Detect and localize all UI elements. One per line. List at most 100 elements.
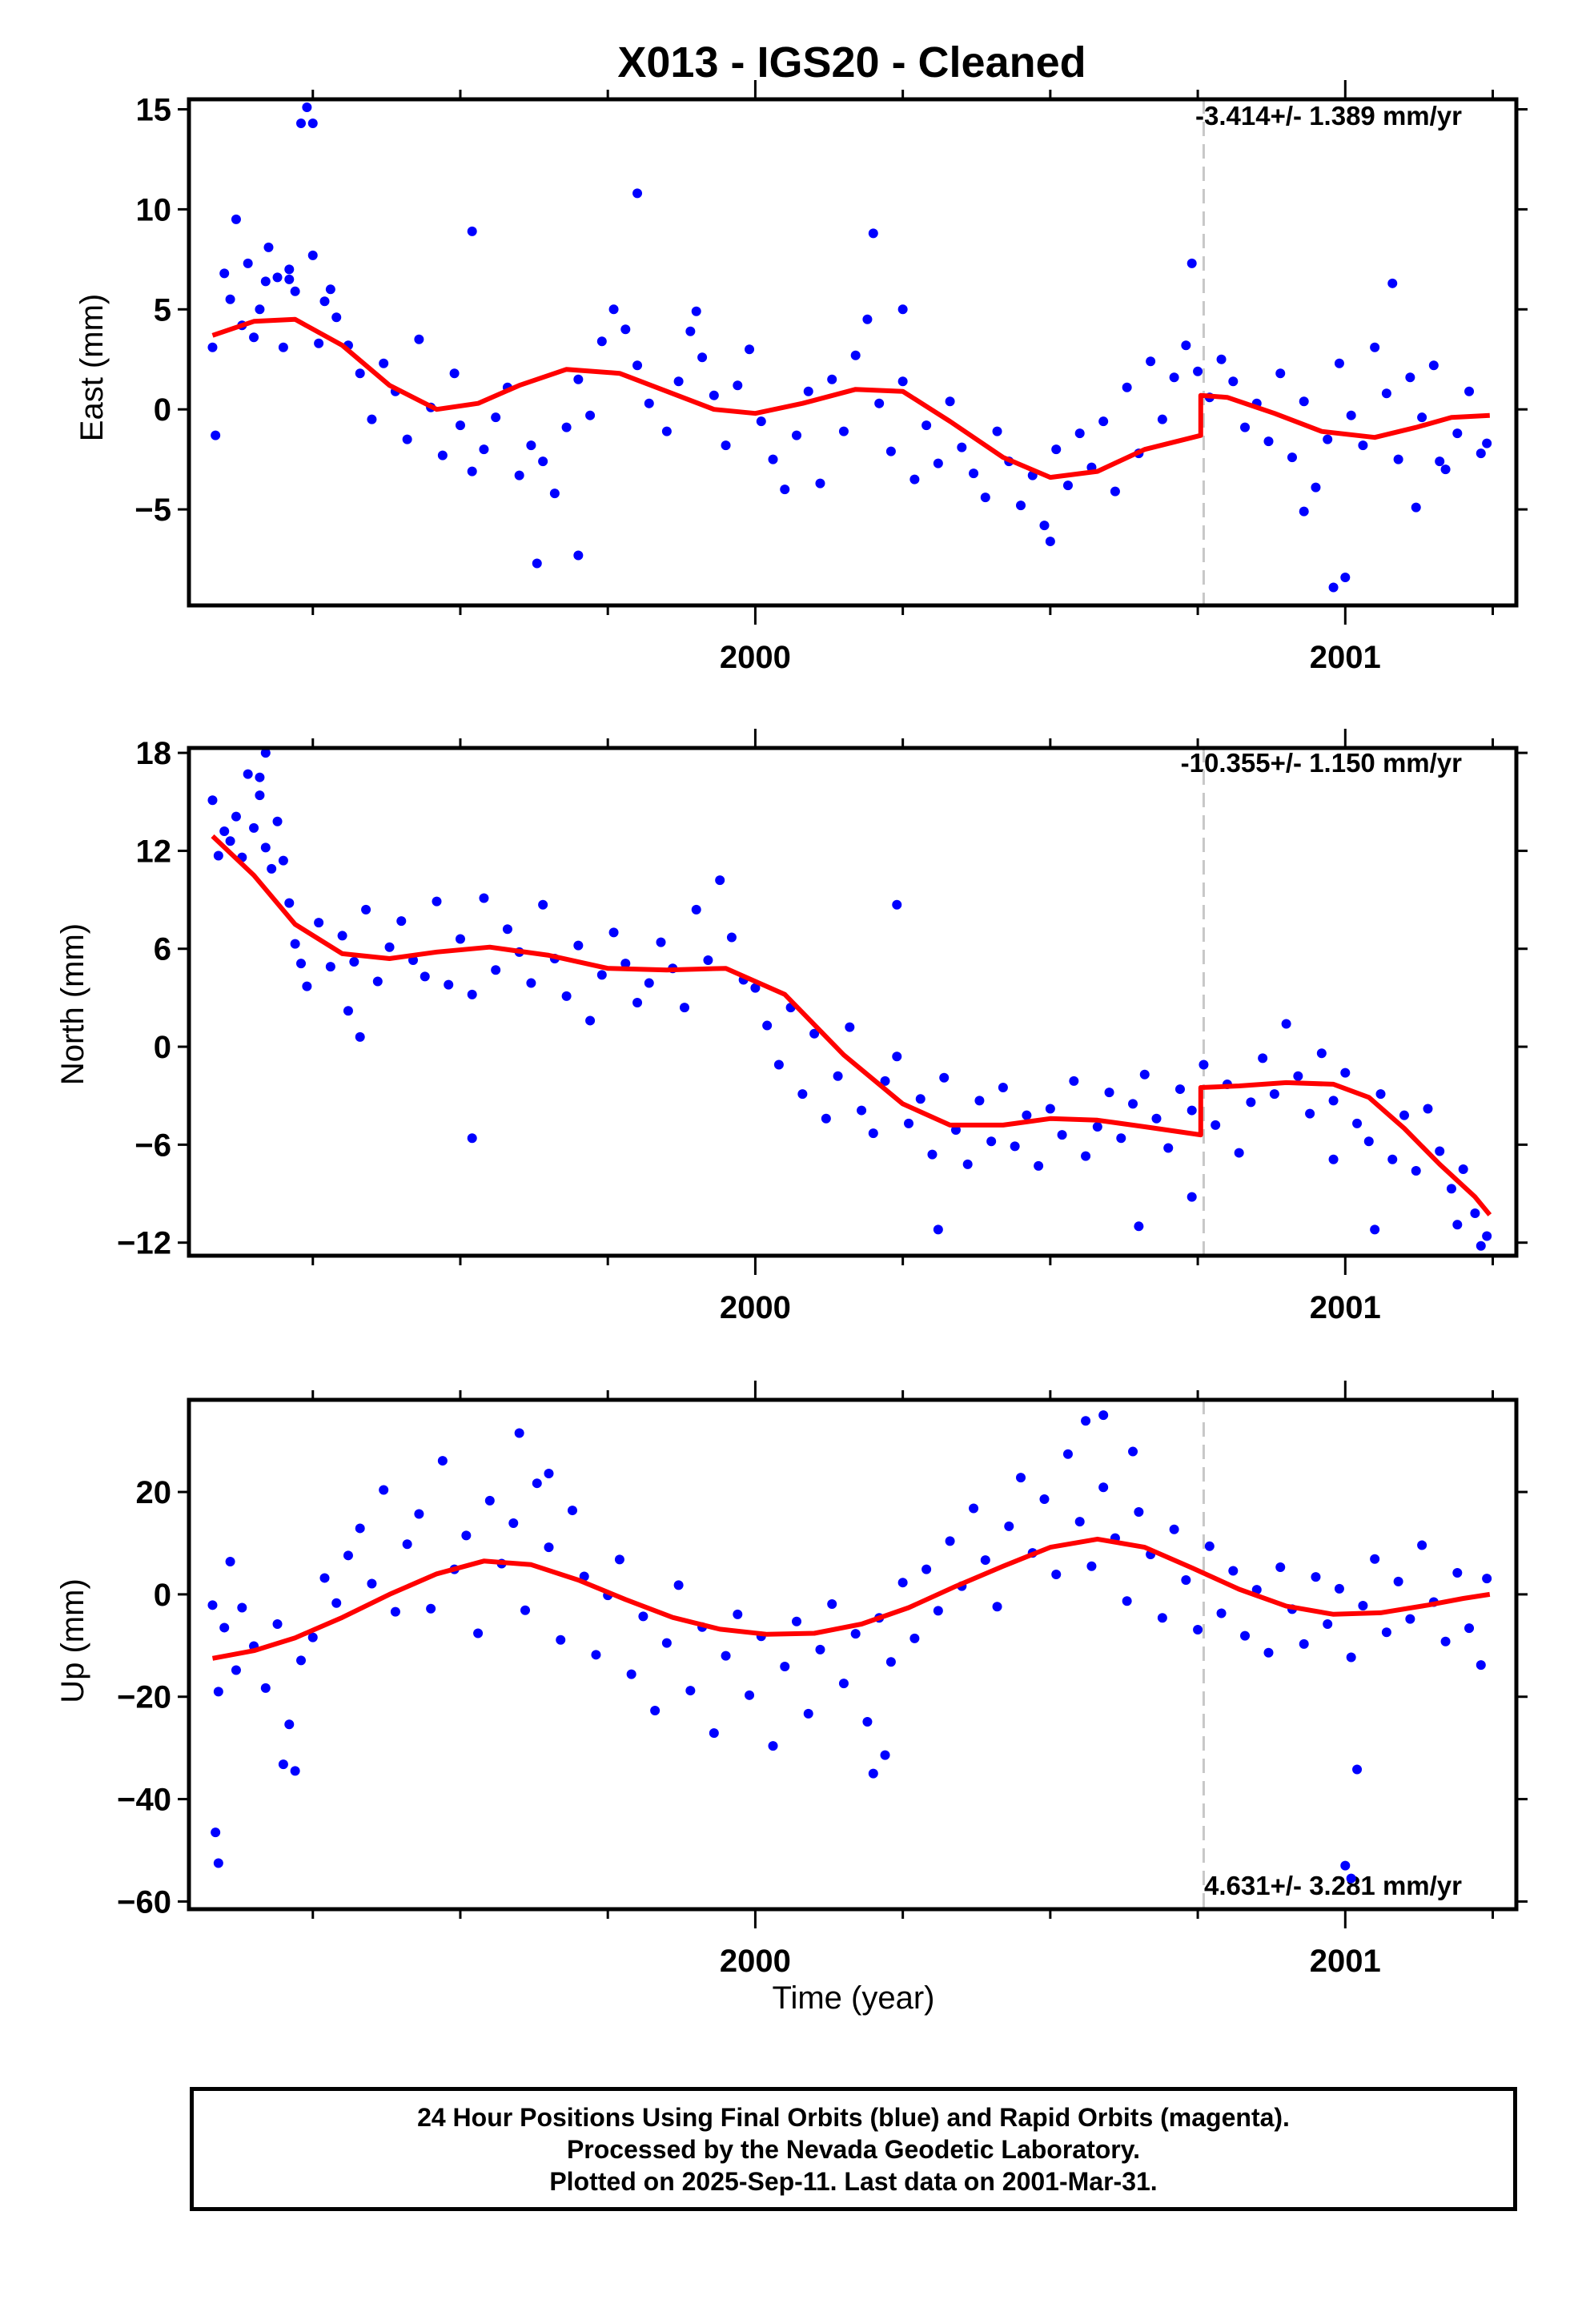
east-point	[243, 258, 253, 268]
north-point	[892, 899, 902, 910]
east-point	[319, 296, 330, 307]
up-point	[885, 1657, 896, 1667]
east-point	[1440, 464, 1451, 475]
north-rate-label: -10.355+/- 1.150 mm/yr	[1181, 748, 1462, 778]
up-ytick-label: −60	[117, 1884, 171, 1920]
up-point	[638, 1611, 648, 1622]
east-point	[909, 474, 920, 485]
up-point	[733, 1609, 743, 1619]
north-point	[1411, 1165, 1421, 1176]
north-point	[1340, 1068, 1351, 1078]
up-point	[1346, 1652, 1356, 1663]
east-point	[532, 558, 542, 569]
up-point	[484, 1495, 495, 1506]
north-point	[1482, 1231, 1492, 1241]
north-point	[1305, 1108, 1315, 1119]
up-point	[721, 1651, 731, 1661]
north-ylabel: North (mm)	[55, 923, 90, 1085]
north-point	[1211, 1120, 1221, 1130]
east-point	[620, 324, 631, 335]
north-point	[632, 998, 643, 1008]
up-point	[211, 1827, 221, 1838]
east-point	[1263, 436, 1274, 447]
east-point	[661, 426, 672, 436]
east-point	[803, 386, 813, 396]
north-point	[1134, 1221, 1144, 1232]
north-point	[1186, 1105, 1197, 1116]
east-point	[745, 344, 755, 355]
north-point	[1328, 1154, 1339, 1164]
north-frame	[187, 746, 1519, 1258]
up-point	[402, 1539, 412, 1550]
up-point	[1098, 1482, 1109, 1493]
up-ytick-label: 0	[154, 1578, 171, 1613]
up-point	[1346, 1873, 1356, 1884]
up-point	[1452, 1568, 1463, 1578]
up-point	[868, 1768, 878, 1779]
east-ytick-label: 5	[154, 292, 171, 328]
north-point	[1081, 1151, 1091, 1161]
up-point	[1440, 1636, 1451, 1647]
north-point	[1163, 1143, 1174, 1153]
up-point	[437, 1456, 448, 1466]
east-point	[1169, 372, 1179, 383]
east-ytick-label: 15	[136, 92, 172, 127]
east-point	[538, 456, 548, 467]
north-point	[343, 1006, 353, 1016]
east-point	[367, 414, 377, 424]
north-point	[1069, 1076, 1079, 1086]
east-point	[573, 374, 584, 384]
footer-line-3: Plotted on 2025-Sep-11. Last data on 200…	[549, 2166, 1158, 2196]
east-point	[1039, 521, 1050, 531]
up-point	[768, 1741, 778, 1751]
up-point	[1169, 1524, 1179, 1534]
north-point	[608, 927, 619, 938]
north-point	[573, 940, 584, 951]
east-rate-label: -3.414+/- 1.389 mm/yr	[1195, 101, 1462, 131]
up-point	[1004, 1521, 1014, 1531]
north-point	[361, 904, 371, 915]
north-point	[296, 959, 307, 969]
east-ytick-label: 10	[136, 192, 172, 227]
up-point	[278, 1759, 288, 1770]
east-xtick-label: 2000	[720, 640, 791, 675]
north-point	[1458, 1164, 1468, 1174]
north-point	[974, 1096, 985, 1106]
east-point	[933, 458, 943, 468]
up-point	[219, 1622, 230, 1633]
up-point	[909, 1633, 920, 1643]
north-point	[998, 1083, 1008, 1093]
up-point	[1157, 1613, 1167, 1623]
north-ytick-label: 0	[154, 1030, 171, 1065]
east-point	[850, 350, 861, 360]
east-point	[355, 368, 365, 379]
up-point	[1311, 1572, 1321, 1582]
north-point	[260, 748, 271, 758]
north-point	[892, 1051, 902, 1062]
east-point	[1016, 501, 1026, 511]
up-ytick-label: −20	[117, 1680, 171, 1715]
east-point	[721, 440, 731, 451]
east-point	[514, 470, 524, 480]
east-point	[414, 334, 424, 344]
north-point	[691, 904, 701, 915]
east-point	[1328, 582, 1339, 593]
up-xtick-label: 2000	[720, 1944, 791, 1979]
up-point	[237, 1602, 247, 1613]
up-point	[544, 1469, 554, 1479]
up-point	[225, 1556, 235, 1566]
north-point	[272, 816, 283, 826]
north-point	[337, 931, 347, 941]
up-point	[567, 1506, 577, 1516]
north-point	[207, 795, 218, 806]
north-point	[561, 991, 572, 1001]
up-point	[650, 1705, 661, 1715]
east-point	[969, 468, 979, 479]
up-point	[579, 1571, 589, 1582]
east-point	[467, 226, 477, 236]
north-point	[868, 1128, 878, 1139]
east-point	[862, 314, 873, 324]
up-point	[1081, 1416, 1091, 1426]
north-point	[596, 970, 607, 980]
north-point	[314, 918, 324, 928]
